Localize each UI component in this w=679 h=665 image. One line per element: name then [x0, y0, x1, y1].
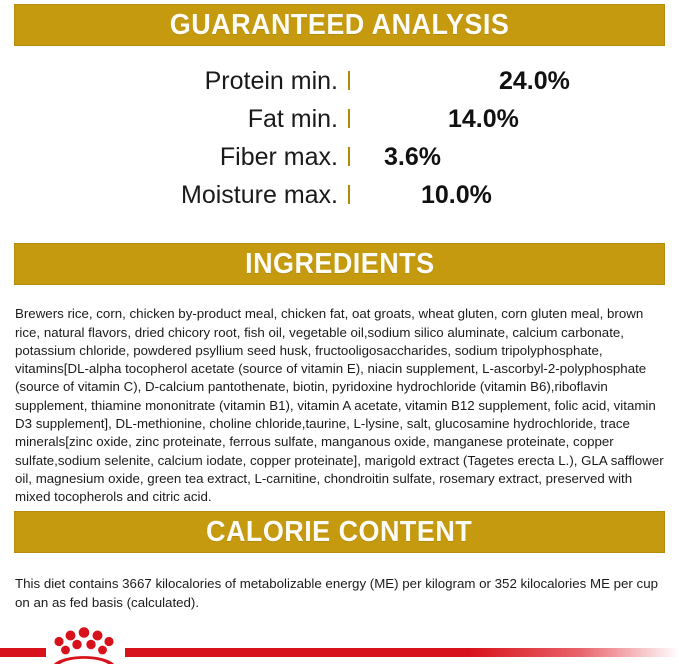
guaranteed-analysis-row: Moisture max. 10.0% — [0, 176, 679, 214]
royal-canin-crown-logo — [54, 627, 114, 664]
footer-rule-left — [0, 648, 46, 657]
nutrient-value-fat: 14.0% — [448, 104, 519, 133]
section-header-guaranteed-analysis: GUARANTEED ANALYSIS — [14, 4, 665, 46]
bar-wrap-moisture — [348, 185, 409, 204]
nutrient-value-moisture: 10.0% — [421, 180, 492, 209]
guaranteed-analysis-row: Fat min. 14.0% — [0, 100, 679, 138]
bar-moisture — [348, 185, 350, 204]
ingredients-paragraph: Brewers rice, corn, chicken by-product m… — [15, 306, 664, 505]
bar-wrap-fat — [348, 109, 436, 128]
bar-fat — [348, 109, 350, 128]
bar-protein — [348, 71, 350, 90]
calorie-content-paragraph: This diet contains 3667 kilocalories of … — [15, 576, 658, 610]
bar-wrap-protein — [348, 71, 487, 90]
nutrient-label-moisture: Moisture max. — [181, 180, 338, 209]
nutrient-value-protein: 24.0% — [499, 66, 570, 95]
section-header-ingredients: INGREDIENTS — [14, 243, 665, 285]
guaranteed-analysis-row: Fiber max. 3.6% — [0, 138, 679, 176]
section-header-guaranteed-analysis-label: GUARANTEED ANALYSIS — [169, 8, 510, 41]
section-header-calorie-content-label: CALORIE CONTENT — [206, 515, 473, 548]
nutrient-value-fiber: 3.6% — [384, 142, 441, 171]
footer-brand-bar — [0, 607, 679, 664]
footer-rule-right — [125, 648, 679, 657]
bar-wrap-fiber — [348, 147, 372, 166]
section-header-calorie-content: CALORIE CONTENT — [14, 511, 665, 553]
guaranteed-analysis-chart: Protein min. 24.0% Fat min. 14.0% Fiber … — [0, 62, 679, 214]
nutrient-label-protein: Protein min. — [204, 66, 338, 95]
bar-fiber — [348, 147, 350, 166]
nutrient-label-fiber: Fiber max. — [219, 142, 338, 171]
section-header-ingredients-label: INGREDIENTS — [244, 247, 435, 280]
guaranteed-analysis-row: Protein min. 24.0% — [0, 62, 679, 100]
nutrient-label-fat: Fat min. — [247, 104, 338, 133]
